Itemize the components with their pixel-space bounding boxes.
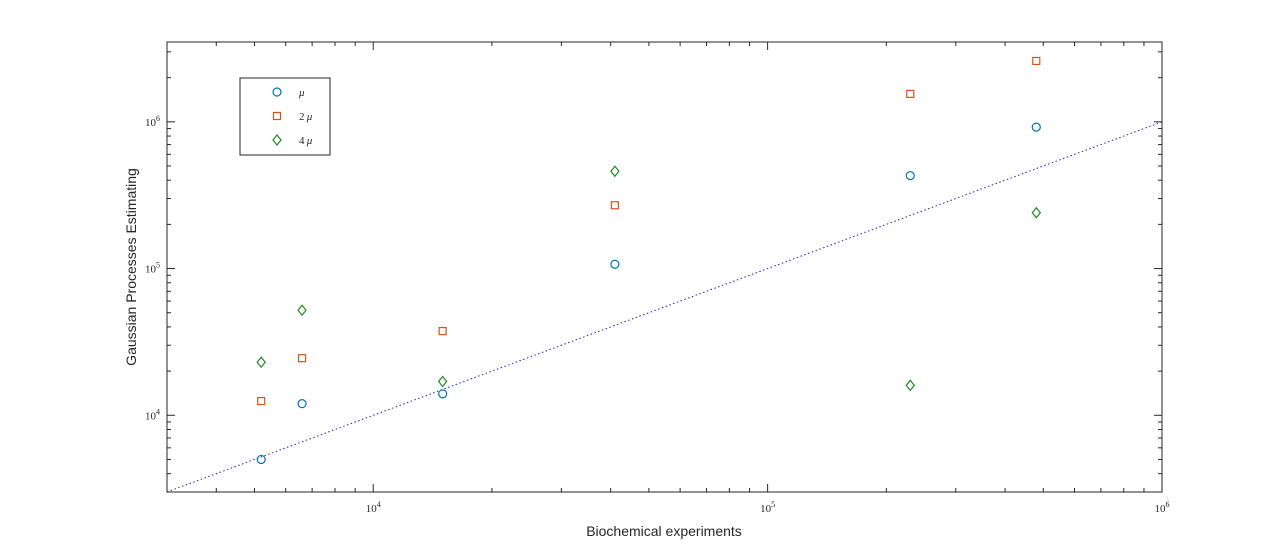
data-point-diamond (1031, 206, 1042, 219)
reference-line-y-equals-x (166, 121, 1163, 493)
legend-label: 2 μ (299, 111, 313, 123)
data-point-square (610, 201, 619, 210)
x-axis-label: Biochemical experiments (586, 523, 742, 539)
data-point-square (297, 354, 307, 363)
data-point-diamond (297, 304, 307, 317)
data-point-diamond (256, 356, 266, 369)
y-tick-label: 104 (145, 407, 160, 422)
x-tick-label: 106 (1155, 500, 1170, 515)
legend-label: μ (298, 87, 305, 99)
data-point-circle (610, 259, 620, 269)
y-axis-label: Gaussian Processes Estimating (123, 168, 139, 366)
data-point-square (257, 396, 266, 406)
data-point-circle (297, 399, 307, 409)
data-point-circle (905, 171, 915, 181)
legend-label: 4 μ (299, 135, 313, 147)
data-point-circle (1031, 122, 1041, 132)
legend-marker-diamond (272, 134, 282, 146)
x-tick-label: 105 (760, 500, 775, 515)
y-tick-label: 106 (145, 114, 160, 129)
data-markers (256, 56, 1042, 465)
data-point-circle (256, 454, 266, 465)
y-axis-ticks: 104 105 106 (145, 51, 1162, 493)
data-point-square (1032, 56, 1041, 66)
legend: μ 2 μ 4 μ (239, 77, 331, 156)
legend-marker-circle (272, 87, 282, 97)
data-point-circle (438, 389, 448, 399)
data-point-diamond (610, 165, 620, 178)
data-point-diamond (905, 379, 916, 392)
data-point-diamond (437, 375, 448, 388)
y-tick-label: 105 (145, 261, 160, 276)
x-axis-ticks: 104 105 106 (166, 42, 1170, 515)
plot-area (166, 41, 1163, 493)
data-point-square (906, 89, 915, 99)
data-point-square (438, 326, 447, 336)
x-tick-label: 104 (366, 500, 381, 515)
legend-marker-square (272, 111, 282, 121)
legend-box (239, 77, 331, 156)
